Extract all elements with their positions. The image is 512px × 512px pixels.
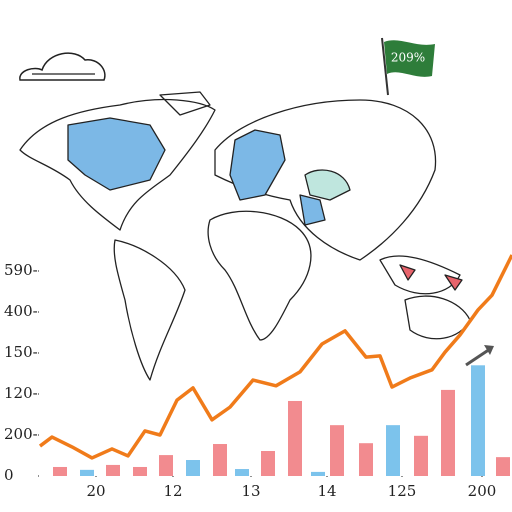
x-tick-label: 13 <box>241 482 260 500</box>
bar <box>213 444 227 476</box>
y-tick-label: 400- <box>4 302 38 320</box>
bar <box>80 469 94 476</box>
bar <box>288 400 302 476</box>
bar <box>53 466 67 476</box>
bar <box>386 425 400 476</box>
bar <box>106 464 120 476</box>
x-tick-label: 200 <box>468 482 497 500</box>
x-tick-label: 125 <box>388 482 417 500</box>
y-tick-label: 590- <box>4 261 38 279</box>
x-tick-label: 12 <box>163 482 182 500</box>
bar <box>471 365 485 476</box>
y-tick-label: 120- <box>4 384 38 402</box>
bar <box>359 443 373 476</box>
flag-label: 209% <box>391 51 425 65</box>
y-tick-label: 200- <box>4 425 38 443</box>
bar <box>311 471 325 476</box>
bar <box>133 466 147 476</box>
arrow-icon <box>465 345 494 367</box>
y-tick-label: 150- <box>4 343 38 361</box>
bar <box>261 450 275 476</box>
flag-icon: 209% <box>381 37 435 96</box>
world-map <box>19 91 471 381</box>
bar <box>159 455 173 476</box>
cloud-icon <box>19 52 106 81</box>
line <box>38 254 512 460</box>
x-tick-label: 20 <box>86 482 105 500</box>
bar <box>330 425 344 476</box>
x-tick-label: 14 <box>317 482 336 500</box>
bar <box>186 460 200 476</box>
bar <box>414 435 428 476</box>
bar <box>441 389 455 476</box>
bar <box>496 457 510 476</box>
y-tick-label: 0 <box>4 466 14 484</box>
bar <box>235 469 249 476</box>
